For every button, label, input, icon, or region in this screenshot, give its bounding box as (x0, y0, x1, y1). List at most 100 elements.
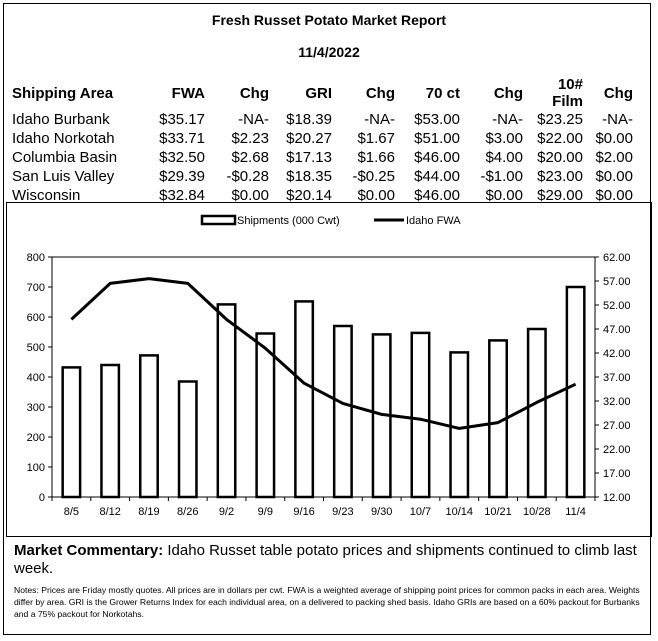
price-table-header: Shipping Area FWA Chg GRI Chg 70 ct Chg … (12, 76, 633, 110)
table-cell: $0.00 (231, 187, 269, 204)
right-axis-tick-label: 52.00 (603, 300, 631, 312)
table-cell: Wisconsin (12, 187, 81, 204)
table-cell: $29.39 (159, 168, 205, 185)
right-axis-tick-label: 62.00 (603, 252, 631, 264)
table-cell: $0.00 (357, 187, 395, 204)
table-cell: $0.00 (595, 168, 633, 185)
x-axis-tick-label: 11/4 (565, 506, 586, 518)
header-70ct-chg: Chg (493, 84, 523, 102)
table-cell: Idaho Norkotah (12, 130, 115, 147)
legend-swatch-shipments (200, 214, 237, 226)
x-axis-tick-label: 8/12 (99, 506, 120, 518)
right-axis-tick-label: 32.00 (603, 396, 631, 408)
table-cell: $20.14 (286, 187, 332, 204)
header-fwa: FWA (171, 84, 205, 102)
right-axis-tick-label: 37.00 (603, 372, 631, 384)
left-axis-tick-label: 800 (27, 252, 45, 264)
table-cell: $23.00 (537, 168, 583, 185)
shipment-bar (216, 303, 237, 499)
table-cell: $44.00 (414, 168, 460, 185)
shipment-bar (294, 300, 315, 499)
table-cell: $23.25 (537, 111, 583, 128)
price-table: Shipping Area FWA Chg GRI Chg 70 ct Chg … (12, 76, 633, 205)
shipments-fwa-chart: Shipments (000 Cwt) Idaho FWA 0 100 200 300… (27, 214, 631, 518)
left-axis-tick-label: 600 (27, 312, 45, 324)
commentary-text: Idaho Russet table potato prices and shi… (14, 542, 637, 577)
x-axis-tick-label: 10/14 (445, 506, 473, 518)
plot-area: 0 100 200 300 400 500 600 700 800 12.00 17.00 22.00… (27, 252, 631, 518)
report-date: 11/4/2022 (298, 44, 360, 60)
right-axis-tick-label: 27.00 (603, 420, 631, 432)
table-cell: $18.35 (286, 168, 332, 185)
table-cell: $22.00 (537, 130, 583, 147)
left-axis-tick-label: 0 (39, 492, 45, 504)
table-cell: $1.67 (357, 130, 395, 147)
x-axis-tick-label: 9/9 (258, 506, 273, 518)
header-10lb-film-chg: Chg (603, 84, 633, 102)
left-axis-tick-label: 300 (27, 402, 45, 414)
header-70ct: 70 ct (425, 84, 460, 102)
x-axis-tick-label: 9/16 (293, 506, 314, 518)
table-cell: -NA- (238, 111, 269, 128)
header-shipping-area: Shipping Area (12, 84, 114, 102)
table-row: Wisconsin $32.84 $0.00 $20.14 $0.00 $46.… (12, 186, 633, 205)
table-cell: -NA- (364, 111, 395, 128)
table-cell: -NA- (602, 111, 633, 128)
table-cell: $53.00 (414, 111, 460, 128)
shipment-bar (526, 327, 547, 499)
table-cell: -$0.28 (226, 168, 269, 185)
shipment-bar (332, 324, 353, 499)
table-cell: San Luis Valley (12, 168, 115, 185)
x-axis-tick-label: 10/28 (523, 506, 551, 518)
notes: Notes: Prices are Friday mostly quotes. … (14, 585, 640, 619)
left-axis-tick-label: 400 (27, 372, 45, 384)
left-axis-tick-label: 100 (27, 462, 45, 474)
table-cell: Idaho Burbank (12, 111, 110, 128)
shipment-bar (255, 332, 276, 499)
x-axis-tick-label: 8/26 (177, 506, 198, 518)
plot-border (51, 256, 596, 498)
table-cell: -$1.00 (480, 168, 523, 185)
table-row: Idaho Norkotah $33.71 $2.23 $20.27 $1.67… (12, 129, 633, 148)
table-cell: $29.00 (537, 187, 583, 204)
table-cell: $17.13 (286, 149, 332, 166)
left-axis-tick-label: 200 (27, 432, 45, 444)
right-axis-tick-label: 12.00 (603, 492, 631, 504)
table-cell: $2.23 (231, 130, 269, 147)
table-row: Columbia Basin $32.50 $2.68 $17.13 $1.66… (12, 148, 633, 167)
legend-label-fwa: Idaho FWA (406, 215, 461, 227)
table-cell: $4.00 (485, 149, 523, 166)
table-row: Idaho Burbank $35.17 -NA- $18.39 -NA- $5… (12, 110, 633, 129)
shipment-bar (410, 331, 431, 499)
table-cell: $20.27 (286, 130, 332, 147)
table-cell: $18.39 (286, 111, 332, 128)
legend-label-shipments: Shipments (000 Cwt) (237, 215, 340, 227)
commentary-label: Market Commentary: (14, 542, 164, 559)
x-axis-tick-label: 8/5 (64, 506, 79, 518)
table-cell: $33.71 (159, 130, 205, 147)
table-cell: $0.00 (485, 187, 523, 204)
x-axis-tick-label: 10/7 (410, 506, 431, 518)
market-commentary: Market Commentary: Idaho Russet table po… (14, 542, 644, 578)
right-axis-tick-label: 57.00 (603, 276, 631, 288)
table-cell: $0.00 (595, 187, 633, 204)
table-cell: $51.00 (414, 130, 460, 147)
right-axis-tick-label: 47.00 (603, 324, 631, 336)
chart-legend: Shipments (000 Cwt) Idaho FWA (200, 214, 461, 227)
table-cell: $46.00 (414, 187, 460, 204)
right-axis-tick-label: 22.00 (603, 444, 631, 456)
x-axis-tick-label: 9/30 (371, 506, 392, 518)
x-axis-tick-label: 8/19 (138, 506, 159, 518)
table-cell: Columbia Basin (12, 149, 118, 166)
report-frame (3, 3, 651, 635)
shipment-bar (449, 351, 470, 499)
header-gri-chg: Chg (365, 84, 395, 102)
x-axis-tick-label: 9/23 (332, 506, 353, 518)
fwa-line (70, 277, 577, 430)
table-cell: $35.17 (159, 111, 205, 128)
table-cell: $1.66 (357, 149, 395, 166)
table-cell: $46.00 (414, 149, 460, 166)
left-axis-tick-label: 500 (27, 342, 45, 354)
table-cell: $32.50 (159, 149, 205, 166)
shipment-bar (177, 380, 198, 499)
